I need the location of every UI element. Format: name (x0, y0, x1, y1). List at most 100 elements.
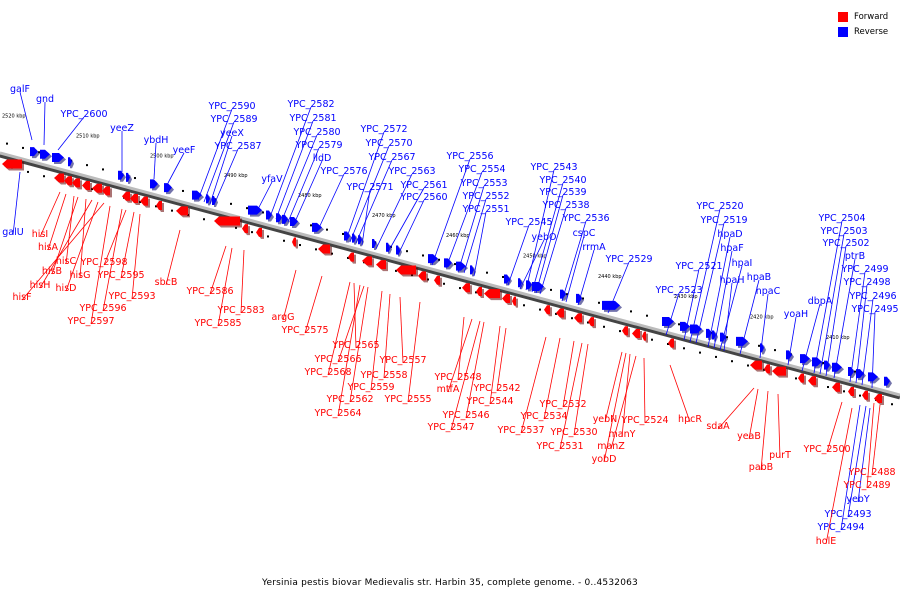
reverse-gene (206, 194, 210, 204)
tick-dot (646, 314, 648, 317)
gene-label: YPC_2581 (288, 113, 336, 124)
tick-label: 2410 kbp (826, 335, 850, 341)
leader-line (826, 401, 843, 453)
tick-dot (566, 293, 568, 296)
leader-line (871, 404, 881, 476)
gene-label: hisB (42, 266, 62, 277)
gene-label: yeeZ (110, 123, 134, 134)
leader-line (397, 199, 425, 256)
reverse-gene (52, 152, 64, 162)
gene-label: YPC_2553 (459, 178, 507, 189)
gene-label: ptrB (845, 251, 865, 262)
leader-line (431, 158, 471, 266)
reverse-gene (824, 360, 830, 370)
reverse-gene (164, 183, 172, 193)
tick-dot (571, 317, 573, 320)
forward-gene (848, 387, 854, 397)
gene-label: YPC_2589 (209, 114, 257, 125)
gene-label: YPC_2493 (823, 509, 871, 520)
leader-line (240, 249, 245, 314)
leader-line (573, 343, 589, 436)
gene-label: YPC_2557 (378, 355, 426, 366)
legend: Forward Reverse (838, 9, 888, 39)
reverse-gene (470, 265, 474, 275)
leader-line (447, 318, 473, 393)
leader-line (539, 207, 567, 295)
forward-gene (122, 191, 130, 201)
gene-label: YPC_2551 (461, 204, 509, 215)
reverse-gene (812, 357, 822, 367)
leader-line (543, 337, 561, 420)
gene-label: YPC_2540 (538, 175, 586, 186)
forward-gene (622, 326, 628, 336)
leader-line (457, 316, 465, 381)
forward-gene (92, 183, 102, 193)
tick-dot (246, 207, 248, 210)
tick-dot (699, 351, 701, 354)
gene-label: YPC_2489 (842, 480, 890, 491)
tick-dot (283, 239, 285, 242)
leader-line (282, 269, 297, 321)
gene-label: yebN (593, 414, 618, 425)
tick-dot (523, 304, 525, 307)
leader-line (327, 281, 351, 376)
leader-line (209, 135, 233, 205)
leader-line (719, 265, 743, 351)
gene-label: purT (769, 450, 791, 461)
gene-label: YPC_2545 (504, 217, 552, 228)
genome-backbone-shadow (0, 152, 900, 400)
tick-label: 2420 kbp (750, 315, 774, 321)
forward-gene (54, 173, 64, 183)
gene-label: YPC_2561 (399, 180, 447, 191)
gene-label: hisA (38, 242, 59, 253)
leader-line (713, 250, 733, 349)
leader-line (496, 327, 507, 392)
tick-label: 2440 kbp (598, 274, 622, 280)
gene-label: YPC_2520 (695, 201, 743, 212)
tick-dot (406, 250, 408, 253)
tick-dot (827, 386, 829, 389)
leader-line (489, 325, 501, 405)
gene-label: YPC_2568 (303, 367, 351, 378)
tick-dot (22, 146, 24, 149)
gene-label: YPC_2488 (847, 467, 895, 478)
leader-line (203, 121, 235, 203)
leader-line (531, 182, 564, 293)
gene-label: dbpA (808, 296, 833, 307)
leader-line (463, 198, 487, 274)
leader-line (287, 147, 320, 223)
gene-label: YPC_2521 (674, 261, 722, 272)
tick-dot (267, 235, 269, 238)
forward-gene (82, 181, 90, 191)
forward-gene (832, 382, 840, 392)
gene-label: YPC_2500 (802, 444, 850, 455)
gene-label: YPC_2498 (842, 277, 890, 288)
forward-gene (102, 186, 110, 196)
gene-label: YPC_2529 (604, 254, 652, 265)
leader-line (847, 405, 867, 518)
gene-label: YPC_2576 (319, 166, 367, 177)
forward-gene (256, 227, 262, 237)
tick-dot (619, 330, 621, 333)
gene-label: YPC_2585 (193, 318, 241, 329)
gene-label: manZ (597, 441, 625, 452)
leader-line (399, 296, 404, 364)
gene-label: yebY (846, 494, 869, 505)
leader-line (209, 245, 227, 295)
gene-label: hisD (56, 283, 77, 294)
tick-dot (86, 164, 88, 167)
tick-dot (582, 297, 584, 300)
leader-line (337, 284, 361, 417)
leader-line (304, 275, 323, 334)
gene-label: YPC_2546 (441, 410, 489, 421)
forward-gene (874, 394, 882, 404)
tick-label: 2480 kbp (298, 193, 322, 199)
tick-dot (230, 202, 232, 205)
reverse-gene (884, 376, 890, 386)
tick-dot (299, 244, 301, 247)
reverse-swatch (838, 26, 848, 37)
gene-label: YPC_2496 (848, 291, 896, 302)
leader-line (748, 388, 759, 440)
gene-label: YPC_2548 (433, 372, 481, 383)
leader-line (840, 404, 861, 531)
